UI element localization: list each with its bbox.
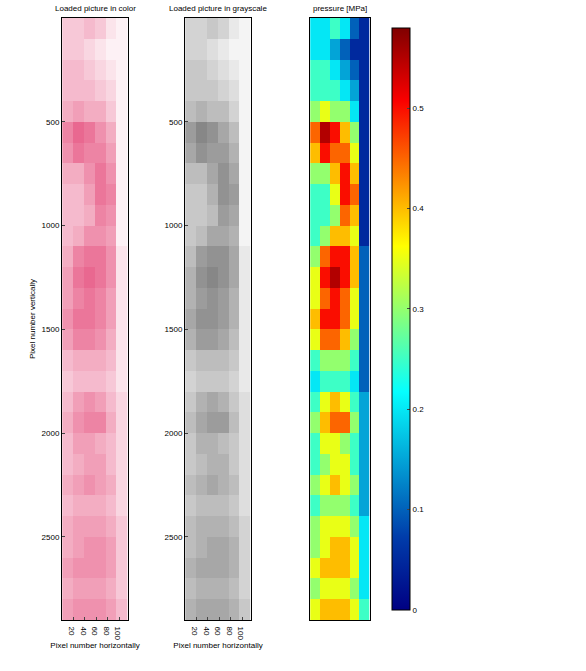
svg-text:80: 80 [102, 627, 111, 636]
svg-text:80: 80 [225, 627, 234, 636]
svg-text:0: 0 [413, 606, 418, 615]
svg-text:2000: 2000 [165, 429, 183, 438]
svg-text:500: 500 [46, 118, 60, 127]
svg-text:Pixel number horizontally: Pixel number horizontally [173, 641, 262, 650]
svg-text:40: 40 [202, 627, 211, 636]
svg-text:20: 20 [67, 627, 76, 636]
svg-text:0.4: 0.4 [413, 204, 425, 213]
svg-text:2500: 2500 [42, 533, 60, 542]
svg-text:1500: 1500 [165, 325, 183, 334]
svg-text:1000: 1000 [42, 221, 60, 230]
svg-text:40: 40 [79, 627, 88, 636]
svg-text:0.2: 0.2 [413, 405, 425, 414]
svg-text:0.5: 0.5 [413, 104, 425, 113]
svg-text:1000: 1000 [165, 221, 183, 230]
svg-text:1500: 1500 [42, 325, 60, 334]
svg-text:0.1: 0.1 [413, 505, 425, 514]
svg-text:100: 100 [236, 627, 245, 641]
svg-text:100: 100 [113, 627, 122, 641]
svg-text:20: 20 [190, 627, 199, 636]
svg-text:60: 60 [90, 627, 99, 636]
svg-text:0.3: 0.3 [413, 305, 425, 314]
svg-text:Pixel number vertically: Pixel number vertically [28, 279, 37, 359]
svg-text:2500: 2500 [165, 533, 183, 542]
svg-text:pressure [MPa]: pressure [MPa] [313, 4, 367, 13]
svg-text:Loaded picture in grayscale: Loaded picture in grayscale [169, 4, 267, 13]
svg-text:2000: 2000 [42, 429, 60, 438]
svg-text:Pixel number horizontally: Pixel number horizontally [50, 641, 139, 650]
svg-text:60: 60 [213, 627, 222, 636]
svg-text:Loaded picture in color: Loaded picture in color [55, 4, 136, 13]
svg-text:500: 500 [169, 118, 183, 127]
